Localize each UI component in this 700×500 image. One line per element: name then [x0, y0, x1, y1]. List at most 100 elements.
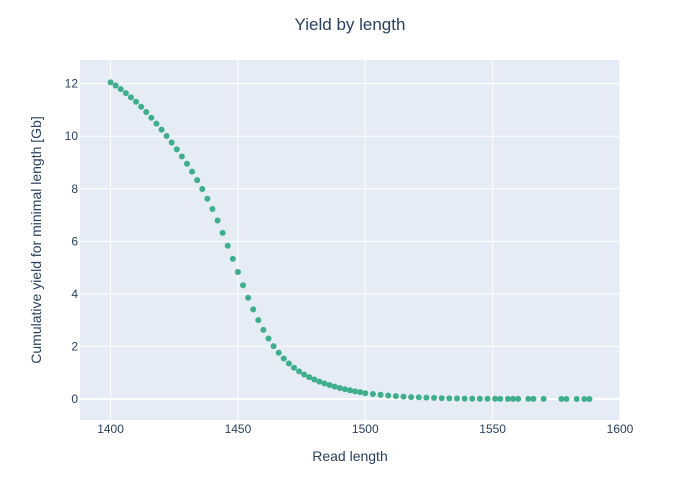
data-point	[408, 394, 415, 401]
data-point	[168, 139, 175, 146]
data-point	[117, 86, 124, 93]
data-point	[321, 380, 328, 387]
x-tick-label: 1450	[225, 422, 252, 436]
gridlines	[80, 60, 621, 420]
data-point	[265, 335, 272, 342]
data-point	[306, 374, 313, 381]
data-point	[446, 395, 453, 402]
data-point	[530, 395, 537, 402]
data-point	[316, 378, 323, 385]
data-point	[497, 395, 504, 402]
data-point	[270, 343, 277, 350]
y-axis-label: Cumulative yield for minimal length [Gb]	[28, 116, 44, 363]
data-point	[438, 395, 445, 402]
data-point	[385, 392, 392, 399]
data-point	[199, 186, 206, 193]
data-point	[245, 294, 252, 301]
data-point	[341, 386, 348, 393]
data-point	[362, 390, 369, 397]
data-point	[331, 383, 338, 390]
y-tick-label: 8	[71, 182, 78, 196]
data-point	[352, 388, 359, 395]
data-point	[586, 395, 593, 402]
data-point	[153, 120, 160, 127]
data-point	[290, 364, 297, 371]
data-point	[194, 177, 201, 184]
data-point	[461, 395, 468, 402]
data-point	[347, 387, 353, 394]
data-point	[563, 395, 570, 402]
data-point	[311, 376, 318, 383]
y-tick-label: 2	[71, 339, 78, 353]
data-point	[214, 217, 221, 224]
data-point	[369, 390, 376, 397]
x-tick-label: 1550	[479, 422, 506, 436]
y-tick-label: 6	[71, 234, 78, 248]
data-point	[357, 389, 364, 396]
data-point	[515, 395, 522, 402]
data-point	[415, 394, 422, 401]
y-tick-label: 0	[71, 392, 78, 406]
data-point	[148, 114, 155, 121]
data-point	[476, 395, 483, 402]
data-point	[255, 317, 262, 324]
data-point	[240, 282, 247, 289]
data-point	[296, 368, 303, 375]
x-axis-label: Read length	[312, 448, 388, 464]
data-point	[573, 395, 580, 402]
data-points	[107, 79, 593, 402]
x-tick-label: 1600	[607, 422, 634, 436]
data-point	[301, 371, 308, 378]
data-point	[234, 269, 241, 276]
data-point	[229, 255, 236, 262]
y-tick-label: 4	[71, 287, 78, 301]
data-point	[224, 242, 231, 249]
data-point	[453, 395, 460, 402]
data-point	[504, 395, 511, 402]
data-point	[400, 393, 407, 400]
data-point	[540, 395, 547, 402]
data-point	[260, 326, 267, 333]
data-point	[209, 205, 216, 212]
data-point	[127, 94, 134, 101]
data-point	[183, 160, 190, 167]
data-point	[423, 394, 430, 401]
data-point	[138, 103, 145, 110]
data-point	[143, 109, 150, 116]
x-tick-label: 1400	[97, 422, 124, 436]
data-point	[250, 306, 257, 313]
data-point	[204, 195, 211, 202]
data-point	[510, 395, 517, 402]
data-point	[558, 395, 565, 402]
data-point	[431, 394, 438, 401]
data-point	[581, 395, 588, 402]
y-tick-label: 12	[65, 77, 79, 91]
data-point	[326, 382, 333, 389]
data-point	[392, 393, 399, 400]
data-point	[122, 90, 129, 97]
data-point	[275, 349, 282, 356]
data-point	[469, 395, 476, 402]
data-point	[484, 395, 491, 402]
data-point	[133, 98, 140, 105]
chart-title: Yield by length	[295, 15, 406, 34]
data-point	[178, 153, 185, 160]
data-point	[492, 395, 499, 402]
y-tick-label: 10	[65, 129, 79, 143]
data-point	[158, 126, 165, 133]
x-tick-label: 1500	[352, 422, 379, 436]
data-point	[377, 391, 384, 398]
data-point	[525, 395, 532, 402]
x-tick-labels: 1400 1450 1500 1550 1600	[97, 422, 633, 436]
plot-area	[80, 60, 620, 420]
data-point	[219, 229, 226, 236]
data-point	[112, 82, 119, 89]
data-point	[173, 146, 180, 153]
data-point	[107, 79, 114, 86]
data-point	[189, 168, 196, 175]
data-point	[163, 132, 170, 139]
y-tick-labels: 0 2 4 6 8 10 12	[65, 77, 79, 406]
data-point	[285, 360, 292, 367]
data-point	[280, 355, 287, 362]
